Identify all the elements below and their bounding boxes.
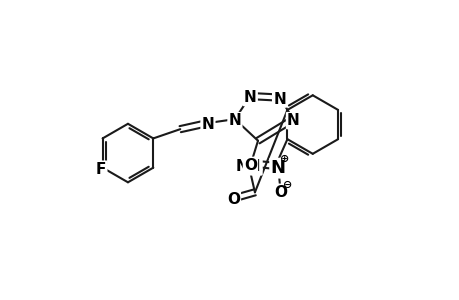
Text: N: N bbox=[201, 117, 214, 132]
Text: ⊕: ⊕ bbox=[280, 154, 289, 164]
Text: NH: NH bbox=[235, 159, 261, 174]
Text: N: N bbox=[270, 159, 285, 177]
Text: O: O bbox=[274, 185, 286, 200]
Text: F: F bbox=[95, 162, 106, 177]
Text: N: N bbox=[286, 113, 299, 128]
Text: O: O bbox=[226, 193, 239, 208]
Text: N: N bbox=[273, 92, 285, 106]
Text: O: O bbox=[243, 158, 257, 173]
Text: N: N bbox=[243, 90, 256, 105]
Text: N: N bbox=[228, 113, 241, 128]
Text: ⊖: ⊖ bbox=[283, 180, 292, 190]
